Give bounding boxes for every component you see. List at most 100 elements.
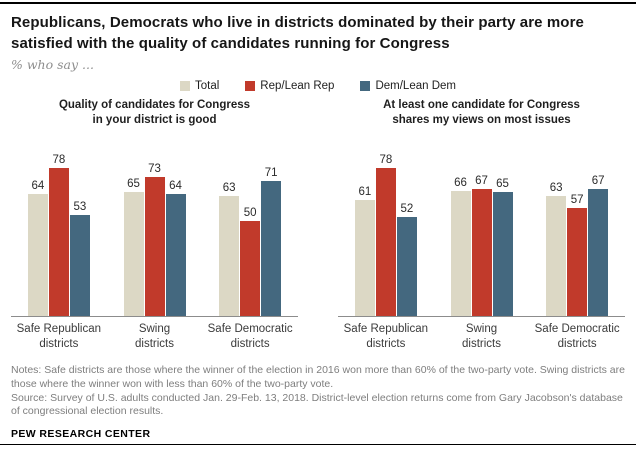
bar-rep-lean-rep: [471, 189, 492, 316]
bar-group-2: 66 67 65: [434, 146, 530, 316]
barwrap-total: 63: [546, 146, 567, 316]
category-label: Swing districts: [462, 323, 501, 350]
panel-title-quality: Quality of candidates for Congress in yo…: [11, 98, 298, 128]
bar-value-label: 50: [243, 207, 257, 219]
bar-value-label: 67: [475, 175, 488, 187]
barwrap-dem-lean-dem: 64: [165, 146, 186, 316]
panel-title-line: Quality of candidates for Congress: [58, 99, 251, 111]
bar-rep-lean-rep: [567, 208, 588, 316]
bar-group-1: 61 78 52: [338, 146, 434, 316]
panel-title-line: in your district is good: [92, 113, 217, 126]
legend-label-total: Total: [194, 80, 220, 92]
category-axis-shares-views: Safe Republican districts Swing districts Sa…: [338, 322, 625, 352]
bar-rep-lean-rep: [48, 168, 69, 316]
page-title-line-2: satisfied with the quality of candidates…: [11, 35, 450, 52]
panel-title-shares-views: At least one candidate for Congress shar…: [338, 98, 625, 128]
bar-value-label: 64: [169, 180, 182, 192]
bar-group-3: 63 57 67: [529, 146, 625, 316]
barwrap-total: 63: [219, 146, 240, 316]
bar-value-label: 52: [400, 203, 414, 215]
bar-total: [27, 194, 48, 316]
bar-dem-lean-dem: [396, 217, 417, 316]
bar-value-label: 71: [264, 167, 278, 179]
barwrap-total: 61: [354, 146, 375, 316]
footnotes: Notes: Safe districts are those where th…: [11, 364, 625, 419]
barwrap-rep-lean-rep: 57: [567, 146, 588, 316]
bar-total: [450, 191, 471, 316]
bar-value-label: 65: [496, 178, 509, 190]
barwrap-rep-lean-rep: 67: [471, 146, 492, 316]
brand-label: PEW RESEARCH CENTER: [11, 428, 151, 441]
legend-label-rep: Rep/Lean Rep: [260, 80, 335, 92]
bar-dem-lean-dem: [69, 215, 90, 316]
bar-value-label: 78: [379, 154, 393, 166]
bar-value-label: 78: [52, 154, 66, 166]
bar-total: [219, 196, 240, 316]
bar-dem-lean-dem: [588, 189, 609, 316]
source-text: Source: Survey of U.S. adults conducted …: [11, 391, 623, 418]
legend-swatch-rep: [245, 81, 256, 91]
legend-item-total: Total: [179, 80, 220, 92]
legend: Total Rep/Lean Rep Dem/Lean Dem: [11, 80, 625, 92]
category-label: Safe Republican districts: [16, 323, 102, 350]
barwrap-dem-lean-dem: 71: [261, 146, 282, 316]
bar-total: [546, 196, 567, 316]
bar-rep-lean-rep: [375, 168, 396, 316]
bar-dem-lean-dem: [165, 194, 186, 316]
bar-value-label: 65: [127, 178, 140, 190]
bar-value-label: 57: [570, 194, 584, 206]
plot-area-quality: 64 78 53 65 73 64 63 50 71: [11, 146, 298, 317]
bar-dem-lean-dem: [492, 192, 513, 316]
barwrap-rep-lean-rep: 73: [144, 146, 165, 316]
bar-value-label: 66: [454, 177, 467, 189]
bar-value-label: 53: [73, 201, 87, 213]
legend-label-dem: Dem/Lean Dem: [375, 80, 456, 92]
top-rule: [0, 2, 636, 4]
page-title: Republicans, Democrats who live in distr…: [11, 12, 625, 54]
bar-group-3: 63 50 71: [202, 146, 298, 316]
barwrap-rep-lean-rep: 78: [375, 146, 396, 316]
bottom-rule: [0, 444, 636, 445]
bar-value-label: 63: [549, 182, 563, 194]
plot-area-shares-views: 61 78 52 66 67 65 63 57 67: [338, 146, 625, 317]
category-label: Safe Democratic districts: [534, 323, 620, 350]
bar-total: [354, 200, 375, 316]
barwrap-total: 66: [450, 146, 471, 316]
legend-swatch-total: [179, 81, 190, 91]
notes-text: Notes: Safe districts are those where th…: [11, 363, 625, 390]
chart-subtitle: % who say ...: [11, 57, 94, 72]
bar-value-label: 64: [31, 180, 45, 192]
bar-value-label: 67: [591, 175, 605, 187]
bar-rep-lean-rep: [144, 177, 165, 316]
page-title-line-1: Republicans, Democrats who live in distr…: [11, 14, 584, 31]
panel-title-line: At least one candidate for Congress: [383, 99, 580, 111]
legend-item-rep: Rep/Lean Rep: [245, 80, 334, 92]
bar-group-1: 64 78 53: [11, 146, 107, 316]
bar-value-label: 63: [222, 182, 236, 194]
legend-item-dem: Dem/Lean Dem: [360, 80, 456, 92]
charts-row: Quality of candidates for Congress in yo…: [11, 98, 625, 352]
panel-title-line: shares my views on most issues: [392, 113, 571, 126]
barwrap-dem-lean-dem: 53: [69, 146, 90, 316]
bar-value-label: 73: [148, 163, 161, 175]
barwrap-dem-lean-dem: 67: [588, 146, 609, 316]
category-label: Safe Republican districts: [343, 323, 429, 350]
category-axis-quality: Safe Republican districts Swing districts Sa…: [11, 322, 298, 352]
barwrap-rep-lean-rep: 50: [240, 146, 261, 316]
bar-rep-lean-rep: [240, 221, 261, 316]
barwrap-total: 65: [123, 146, 144, 316]
bar-dem-lean-dem: [261, 181, 282, 316]
barwrap-dem-lean-dem: 65: [492, 146, 513, 316]
legend-swatch-dem: [360, 81, 371, 91]
bar-value-label: 61: [358, 186, 372, 198]
barwrap-dem-lean-dem: 52: [396, 146, 417, 316]
barwrap-rep-lean-rep: 78: [48, 146, 69, 316]
bar-total: [123, 192, 144, 316]
category-label: Safe Democratic districts: [207, 323, 293, 350]
panel-shares-views: At least one candidate for Congress shar…: [338, 98, 625, 352]
barwrap-total: 64: [27, 146, 48, 316]
bar-group-2: 65 73 64: [107, 146, 203, 316]
category-label: Swing districts: [135, 323, 174, 350]
panel-quality: Quality of candidates for Congress in yo…: [11, 98, 298, 352]
